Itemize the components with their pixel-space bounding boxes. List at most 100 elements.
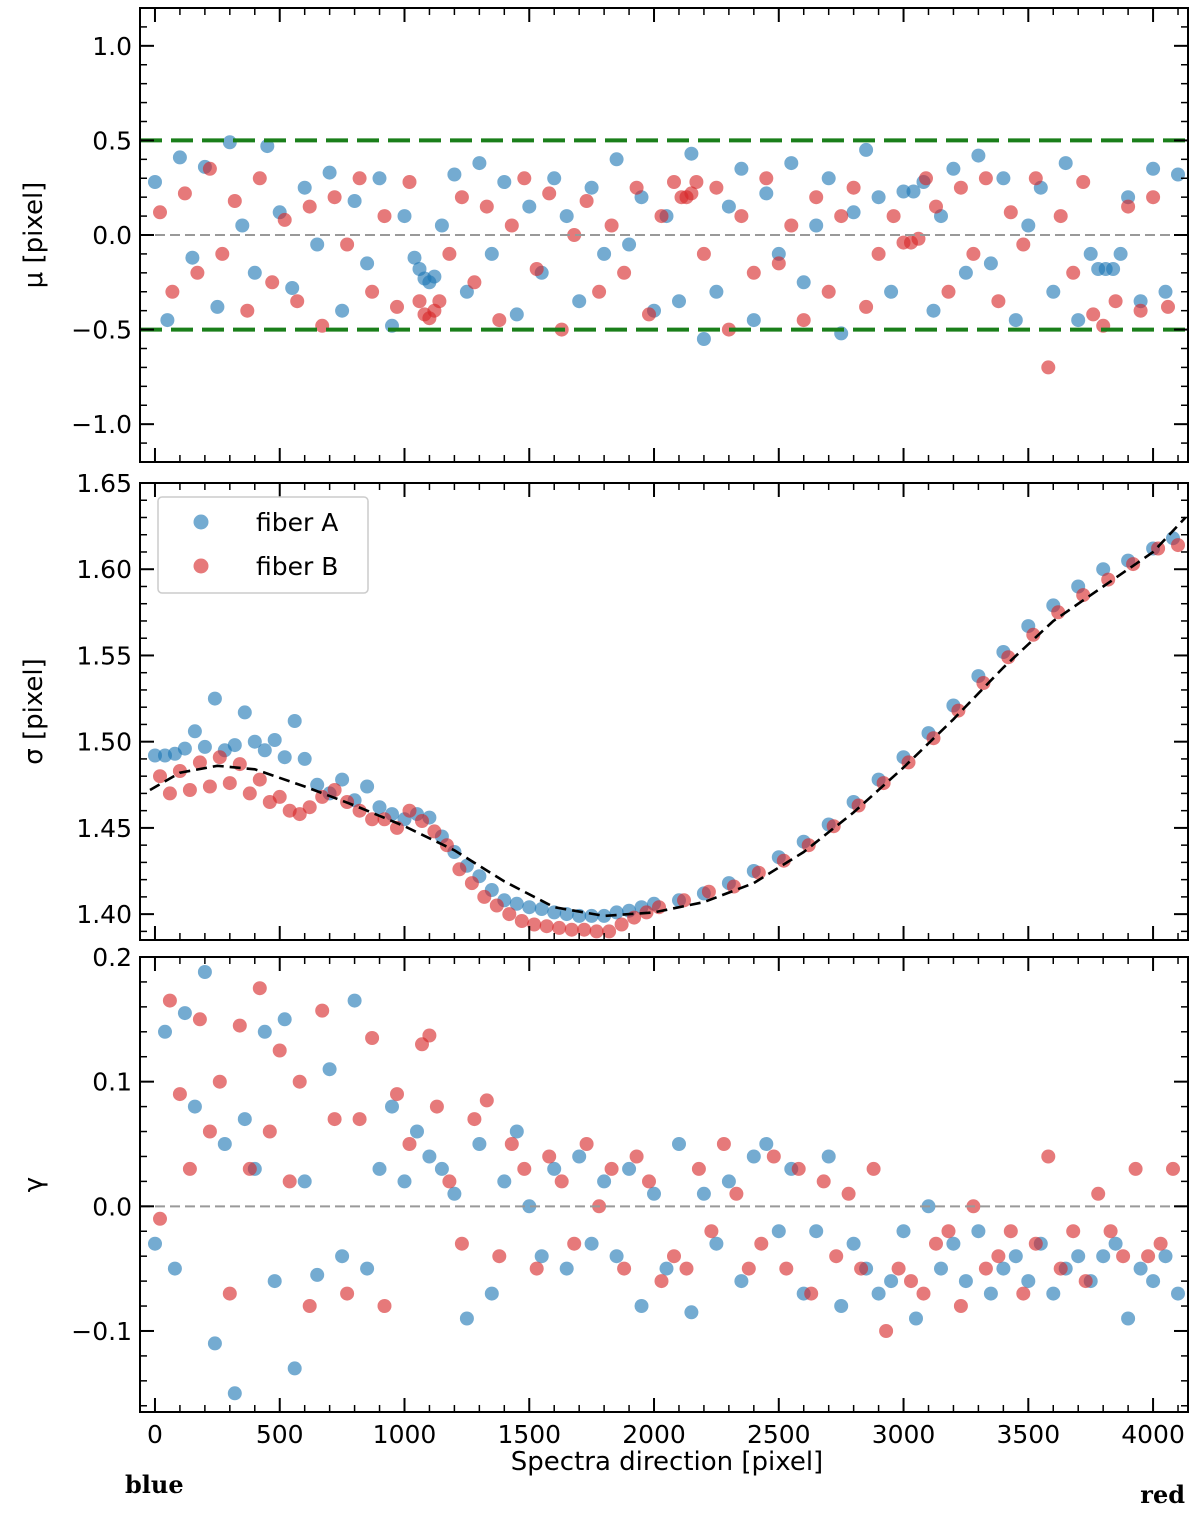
gamma-point-fiber-A — [509, 1124, 524, 1139]
gamma-point-fiber-A — [572, 1149, 587, 1164]
gamma-point-fiber-A — [958, 1274, 973, 1289]
sigma-point-fiber-A — [597, 908, 612, 923]
mu-point-fiber-B — [746, 265, 761, 280]
mu-point-fiber-B — [492, 313, 507, 328]
gamma-point-fiber-A — [647, 1186, 661, 1201]
gamma-point-fiber-B — [162, 993, 177, 1008]
gamma-point-fiber-A — [1121, 1311, 1136, 1326]
gamma-point-fiber-A — [227, 1386, 242, 1401]
sigma-point-fiber-B — [1051, 605, 1066, 620]
sigma-point-fiber-B — [602, 924, 617, 939]
mu-point-fiber-B — [689, 175, 704, 189]
gamma-point-fiber-B — [841, 1186, 856, 1201]
mu-point-fiber-B — [252, 171, 267, 186]
gamma-point-fiber-A — [1133, 1261, 1148, 1276]
sigma-ytick-label: 1.65 — [76, 469, 132, 498]
mu-point-fiber-A — [547, 171, 562, 186]
gamma-point-fiber-B — [390, 1087, 404, 1102]
mu-point-fiber-B — [340, 237, 355, 252]
gamma-point-fiber-B — [991, 1249, 1006, 1264]
gamma-point-fiber-B — [679, 1261, 694, 1276]
gamma-point-fiber-B — [617, 1261, 632, 1276]
gamma-point-fiber-A — [734, 1274, 749, 1289]
gamma-point-fiber-A — [721, 1174, 736, 1189]
mu-ytick-label: 1.0 — [92, 32, 132, 61]
mu-point-fiber-B — [529, 262, 544, 276]
gamma-point-fiber-A — [946, 1236, 961, 1251]
mu-point-fiber-B — [929, 199, 943, 214]
mu-point-fiber-A — [372, 171, 387, 186]
sigma-point-fiber-A — [609, 905, 624, 920]
sigma-point-fiber-A — [277, 750, 292, 765]
mu-point-fiber-B — [402, 175, 417, 189]
gamma-point-fiber-A — [410, 1124, 424, 1139]
sigma-frame — [139, 482, 1189, 941]
mu-point-fiber-A — [559, 209, 574, 224]
sigma-point-fiber-B — [242, 786, 257, 801]
mu-point-fiber-A — [672, 294, 686, 309]
gamma-point-fiber-A — [347, 993, 362, 1008]
gamma-point-fiber-B — [1003, 1224, 1018, 1239]
gamma-point-fiber-A — [287, 1361, 302, 1376]
mu-point-fiber-A — [1171, 167, 1185, 182]
gamma-point-fiber-A — [434, 1161, 449, 1176]
mu-ytick-label: −0.5 — [71, 316, 132, 345]
gamma-point-fiber-A — [609, 1249, 624, 1264]
sigma-point-fiber-B — [976, 676, 991, 690]
sigma-point-fiber-B — [365, 812, 380, 827]
mu-point-fiber-B — [809, 190, 824, 205]
mu-point-fiber-A — [846, 205, 861, 220]
gamma-point-fiber-A — [257, 1024, 272, 1039]
gamma-point-fiber-B — [716, 1137, 731, 1151]
sigma-point-fiber-B — [1151, 541, 1166, 556]
mu-point-fiber-B — [709, 180, 724, 195]
mu-point-fiber-B — [1133, 303, 1148, 318]
gamma-point-fiber-A — [1146, 1274, 1161, 1289]
gamma-point-fiber-A — [821, 1149, 836, 1164]
gamma-point-fiber-B — [1041, 1149, 1056, 1164]
sigma-point-fiber-A — [187, 724, 202, 739]
mu-point-fiber-B — [1066, 265, 1081, 280]
legend-marker-fiber-A — [193, 514, 209, 530]
gamma-point-fiber-B — [891, 1261, 906, 1276]
legend: fiber A fiber B — [157, 496, 369, 594]
sigma-point-fiber-A — [227, 738, 242, 753]
sigma-point-fiber-B — [589, 924, 604, 939]
mu-point-fiber-B — [517, 171, 532, 186]
gamma-point-fiber-A — [522, 1199, 537, 1214]
gamma-point-fiber-A — [809, 1224, 824, 1239]
sigma-point-fiber-A — [360, 779, 375, 794]
gamma-point-fiber-A — [622, 1161, 637, 1176]
gamma-point-fiber-B — [1141, 1249, 1156, 1264]
mu-point-fiber-B — [592, 284, 607, 299]
mu-point-fiber-B — [1053, 209, 1068, 224]
sigma-point-fiber-B — [627, 910, 642, 925]
gamma-ytick-label: 0.1 — [92, 1068, 132, 1097]
gamma-point-fiber-A — [672, 1137, 686, 1151]
x-axis-label: Spectra direction [pixel] — [511, 1447, 823, 1477]
mu-y-axis-label: μ [pixel] — [19, 182, 49, 289]
x-tick-label: 3500 — [996, 1420, 1060, 1449]
mu-point-fiber-B — [696, 246, 711, 261]
gamma-point-fiber-B — [242, 1161, 257, 1176]
gamma-point-fiber-B — [153, 1211, 167, 1226]
gamma-point-fiber-B — [654, 1274, 669, 1289]
sigma-point-fiber-B — [1126, 557, 1141, 572]
mu-point-fiber-B — [734, 209, 749, 224]
gamma-point-fiber-B — [1128, 1161, 1143, 1176]
gamma-point-fiber-A — [459, 1311, 474, 1326]
gamma-point-fiber-B — [212, 1074, 227, 1089]
gamma-point-fiber-B — [542, 1149, 557, 1164]
sigma-point-fiber-B — [377, 812, 392, 827]
gamma-point-fiber-B — [866, 1161, 881, 1176]
mu-point-fiber-A — [896, 184, 911, 199]
mu-point-fiber-B — [1108, 294, 1123, 309]
mu-point-fiber-B — [377, 209, 392, 224]
gamma-point-fiber-B — [766, 1149, 781, 1164]
mu-point-fiber-A — [160, 313, 175, 328]
mu-point-fiber-A — [746, 313, 761, 328]
sigma-point-fiber-B — [1101, 572, 1116, 587]
gamma-point-fiber-A — [484, 1286, 499, 1301]
gamma-point-fiber-B — [377, 1299, 392, 1313]
